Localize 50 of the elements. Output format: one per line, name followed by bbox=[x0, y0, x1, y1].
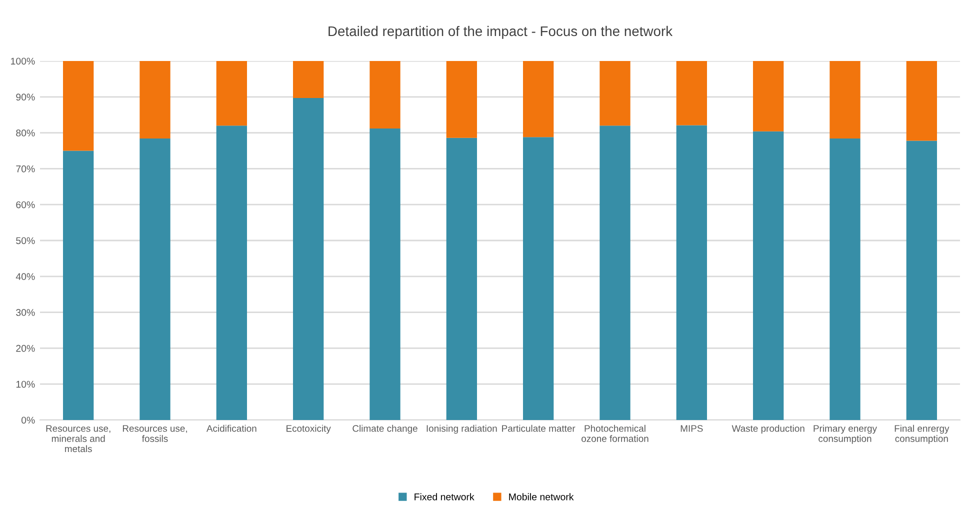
x-tick-label: Primary energy consumption bbox=[814, 424, 877, 444]
x-tick-label: Particulate matter bbox=[502, 424, 576, 432]
x-tick-label: Photochemical ozone formation bbox=[582, 424, 648, 442]
bar bbox=[753, 131, 784, 420]
bar bbox=[446, 138, 477, 420]
y-tick-label: 50% bbox=[16, 237, 35, 244]
x-tick-label: Resources use, minerals and metals bbox=[46, 425, 110, 452]
x-tick-label: Acidification bbox=[206, 424, 256, 432]
x-tick-label: Ecotoxicity bbox=[286, 424, 331, 434]
y-tick-label: 80% bbox=[16, 130, 35, 136]
y-tick-label: 90% bbox=[16, 94, 35, 101]
bar bbox=[676, 125, 707, 420]
x-tick-label: Final enrergy consumption bbox=[894, 424, 950, 444]
bar bbox=[523, 61, 554, 138]
x-tick-label: Climate change bbox=[352, 424, 418, 434]
bar bbox=[906, 140, 937, 420]
bar bbox=[600, 126, 630, 420]
bar bbox=[676, 61, 707, 126]
legend-label: Fixed network bbox=[414, 493, 474, 500]
y-tick-label: 40% bbox=[16, 273, 35, 280]
bar bbox=[753, 61, 784, 132]
bar bbox=[63, 150, 94, 420]
y-tick-label: 30% bbox=[16, 309, 35, 316]
bar bbox=[830, 61, 860, 139]
y-tick-label: 70% bbox=[16, 165, 35, 172]
y-tick-label: 100% bbox=[11, 58, 35, 65]
bar bbox=[906, 61, 937, 141]
bar bbox=[293, 61, 324, 98]
x-tick-label: Ionising radiation bbox=[426, 424, 497, 434]
bar bbox=[523, 137, 554, 420]
bar bbox=[216, 61, 247, 126]
y-tick-label: 10% bbox=[16, 380, 35, 388]
chart-title: Detailed repartition of the impact - Focus on the network bbox=[328, 26, 673, 39]
y-tick-label: 0% bbox=[21, 416, 35, 424]
bar bbox=[600, 61, 630, 126]
x-tick-label: Waste production bbox=[732, 424, 804, 434]
bar bbox=[216, 126, 247, 420]
x-tick-label: Resources use, fossils bbox=[122, 425, 187, 442]
bar bbox=[370, 61, 400, 128]
y-tick-label: 60% bbox=[16, 201, 35, 208]
x-tick-label: MIPS bbox=[680, 425, 703, 432]
y-tick-label: 20% bbox=[16, 344, 35, 352]
bar bbox=[293, 98, 324, 420]
bar bbox=[446, 61, 477, 138]
legend-label: Mobile network bbox=[509, 493, 574, 500]
bar bbox=[140, 61, 170, 139]
bar bbox=[830, 138, 860, 420]
bar bbox=[370, 128, 400, 420]
bar bbox=[140, 138, 170, 420]
bar bbox=[63, 61, 94, 151]
